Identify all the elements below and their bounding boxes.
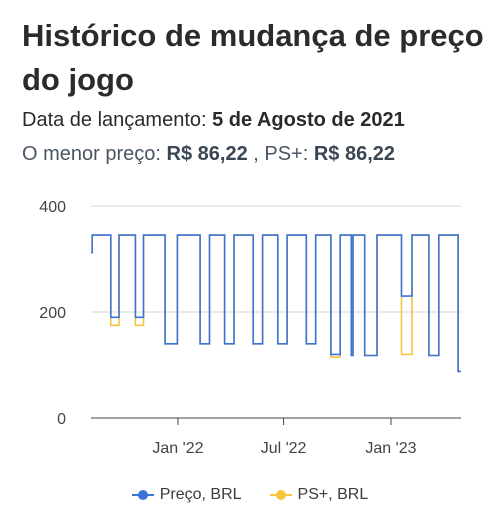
series-line-price: [91, 234, 461, 373]
legend-swatch-psplus: [269, 490, 292, 500]
x-tick-label-2: Jan '23: [365, 440, 416, 457]
release-date-line: Data de lançamento: 5 de Agosto de 2021: [22, 109, 405, 132]
x-tick-label-0: Jan '22: [152, 440, 203, 457]
legend-item-price[interactable]: Preço, BRL: [131, 486, 242, 504]
release-date-label: Data de lançamento:: [22, 109, 207, 131]
page-title: Histórico de mudança de preço do jogo: [22, 18, 484, 97]
lowest-price-label: O menor preço:: [22, 143, 161, 165]
y-tick-label-0: 0: [57, 411, 66, 428]
x-tick-label-1: Jul '22: [261, 440, 307, 457]
legend-swatch-price: [131, 490, 154, 500]
series-layer: [91, 234, 461, 373]
price-chart[interactable]: 0 200 400 Jan '22 Jul '22 Jan '23: [0, 190, 500, 470]
legend-label-psplus: PS+, BRL: [297, 486, 369, 503]
grid-layer: [91, 205, 461, 313]
series-line-psplus: [91, 234, 461, 373]
release-date-value: 5 de Agosto de 2021: [212, 109, 405, 131]
legend-label-price: Preço, BRL: [159, 486, 242, 503]
legend-item-psplus[interactable]: PS+, BRL: [269, 486, 369, 504]
lowest-price-value: R$ 86,22: [166, 143, 248, 165]
y-tick-label-400: 400: [39, 199, 66, 216]
chart-legend: Preço, BRL PS+, BRL: [0, 486, 500, 505]
y-tick-label-200: 200: [39, 305, 66, 322]
ps-plus-label: , PS+:: [253, 143, 309, 165]
lowest-price-line: O menor preço: R$ 86,22 , PS+: R$ 86,22: [22, 143, 395, 166]
ps-plus-value: R$ 86,22: [313, 143, 396, 165]
axis-layer: 0 200 400 Jan '22 Jul '22 Jan '23: [39, 199, 461, 457]
